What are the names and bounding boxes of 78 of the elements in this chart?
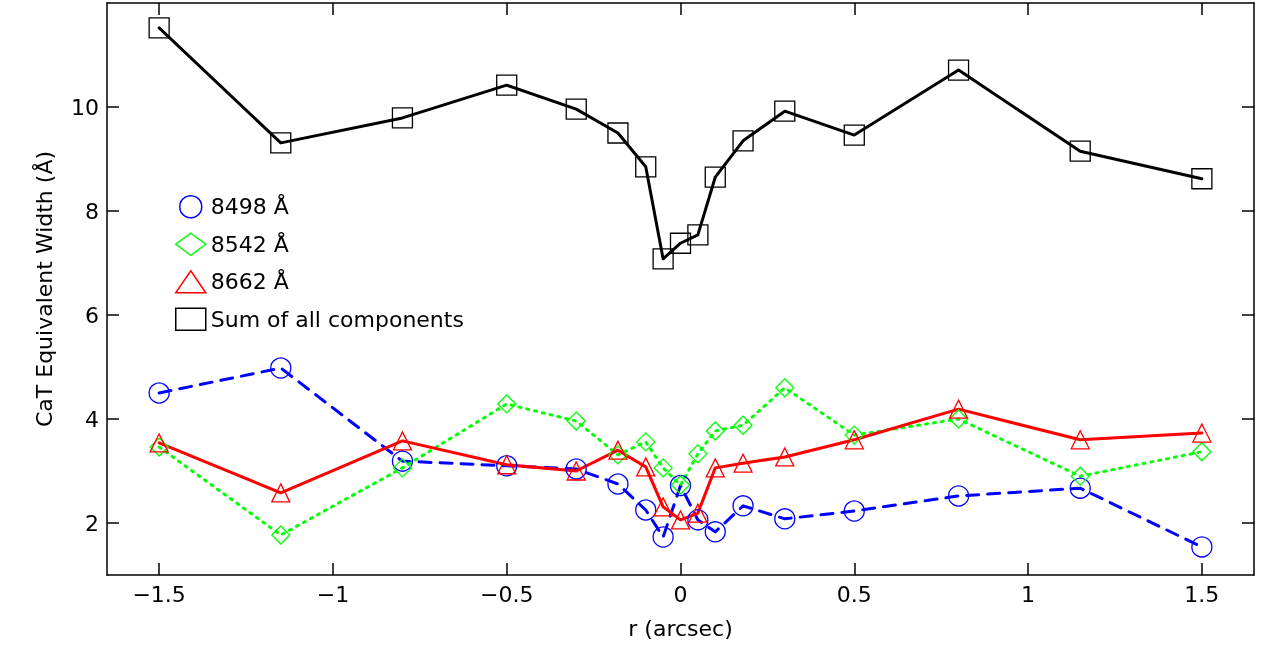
point bbox=[843, 500, 865, 522]
point bbox=[1191, 168, 1213, 190]
point bbox=[653, 497, 673, 517]
point bbox=[270, 132, 292, 154]
x-axis-title: r (arcsec) bbox=[628, 615, 733, 641]
point bbox=[636, 432, 656, 452]
point bbox=[652, 248, 674, 270]
point bbox=[687, 224, 709, 246]
legend-label: 8498 Å bbox=[210, 193, 289, 220]
point bbox=[392, 431, 413, 451]
point bbox=[607, 473, 629, 495]
point bbox=[1070, 466, 1090, 486]
point bbox=[732, 130, 754, 152]
point bbox=[391, 450, 414, 472]
point bbox=[148, 17, 170, 39]
point bbox=[732, 495, 754, 517]
point bbox=[688, 444, 708, 464]
x-tick-label: 0.5 bbox=[836, 581, 872, 607]
point bbox=[687, 509, 709, 531]
y-tick-label: 8 bbox=[85, 198, 99, 224]
legend-label: 8542 Å bbox=[210, 230, 289, 257]
point bbox=[635, 156, 657, 178]
point bbox=[392, 458, 413, 478]
point bbox=[636, 457, 656, 477]
point bbox=[496, 74, 518, 96]
point bbox=[669, 232, 692, 254]
point bbox=[271, 525, 291, 545]
point bbox=[948, 409, 969, 429]
point bbox=[733, 453, 753, 473]
legend-label: Sum of all components bbox=[210, 306, 464, 332]
point bbox=[1191, 536, 1213, 558]
x-tick-label: 1.5 bbox=[1184, 581, 1220, 607]
point bbox=[947, 485, 970, 507]
x-tick-label: 1 bbox=[1021, 581, 1036, 607]
point bbox=[948, 399, 969, 419]
point bbox=[775, 447, 795, 467]
point bbox=[705, 458, 725, 478]
point bbox=[271, 483, 291, 503]
x-tick-label: −1.5 bbox=[132, 581, 186, 607]
x-tick-label: −1 bbox=[316, 581, 350, 607]
x-tick-label: 0 bbox=[673, 581, 688, 607]
point bbox=[608, 440, 628, 460]
legend-label: 8662 Å bbox=[210, 268, 289, 295]
point bbox=[1192, 442, 1212, 462]
point bbox=[1069, 140, 1091, 162]
point bbox=[688, 503, 708, 523]
point bbox=[844, 425, 864, 445]
point bbox=[653, 458, 673, 478]
point bbox=[270, 357, 292, 379]
point bbox=[775, 378, 795, 398]
point bbox=[497, 394, 517, 414]
point bbox=[705, 421, 725, 441]
point bbox=[733, 415, 753, 435]
y-tick-label: 2 bbox=[85, 510, 99, 536]
y-axis-title: CaT Equivalent Width (Å) bbox=[30, 150, 57, 428]
point bbox=[635, 499, 657, 521]
point bbox=[844, 430, 864, 450]
point bbox=[607, 122, 629, 144]
point bbox=[608, 445, 628, 465]
point bbox=[1192, 423, 1212, 443]
point bbox=[774, 100, 796, 122]
point bbox=[148, 382, 170, 404]
point bbox=[565, 98, 587, 120]
point bbox=[843, 124, 865, 146]
y-tick-label: 6 bbox=[85, 302, 99, 328]
point bbox=[704, 166, 726, 188]
point bbox=[391, 107, 414, 129]
y-tick-label: 10 bbox=[71, 94, 99, 120]
point bbox=[947, 59, 970, 81]
point bbox=[566, 411, 586, 431]
point bbox=[1069, 477, 1091, 499]
point bbox=[652, 526, 674, 548]
point bbox=[1070, 430, 1090, 450]
y-tick-label: 4 bbox=[85, 406, 99, 432]
x-tick-label: −0.5 bbox=[480, 581, 534, 607]
point bbox=[704, 521, 726, 543]
point bbox=[774, 508, 796, 530]
point bbox=[670, 510, 691, 530]
